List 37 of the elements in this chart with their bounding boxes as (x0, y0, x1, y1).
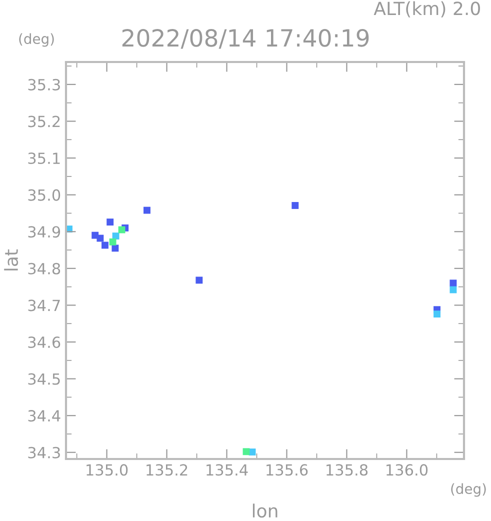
point (112, 244, 119, 252)
point (292, 202, 299, 209)
point (450, 286, 457, 294)
y-tick-label: 34.6 (28, 336, 60, 348)
chart-subtitle: ALT(km) 2.0 (374, 1, 480, 18)
y-tick-label: 34.9 (28, 226, 60, 238)
x-tick-label: 135.2 (146, 464, 188, 476)
point (106, 218, 114, 226)
point (450, 280, 457, 287)
text: (deg) (451, 483, 486, 497)
y-tick-label: 34.5 (28, 373, 60, 385)
y-tick-label: 35.3 (28, 78, 60, 90)
point (112, 232, 120, 240)
y-tick-label: 34.3 (28, 446, 60, 458)
point (109, 238, 116, 246)
x-tick-label: 135.6 (266, 464, 308, 476)
text: (deg) (19, 33, 54, 47)
x-tick-label: 136.0 (386, 464, 428, 476)
y-tick-label: 34.8 (28, 262, 60, 274)
x-axis-title: lon (252, 504, 278, 518)
point (118, 226, 126, 234)
y-tick-label: 35.2 (28, 116, 60, 128)
y-tick-label: 35.0 (28, 189, 60, 201)
chart-title: 2022/08/14 17:40:19 (122, 28, 369, 49)
point (434, 310, 440, 318)
x-tick-label: 135.8 (326, 464, 368, 476)
x-tick-label: 135.4 (206, 464, 248, 476)
y-tick-label: 34.7 (28, 300, 60, 312)
y-axis-title: lat (4, 249, 18, 270)
y-tick-label: 34.4 (28, 410, 60, 422)
x-tick-label: 135.0 (86, 464, 128, 476)
y-tick-label: 35.1 (28, 152, 60, 164)
point (144, 206, 150, 214)
point (102, 242, 108, 249)
point (196, 276, 203, 284)
point (242, 448, 250, 456)
point (92, 232, 99, 239)
